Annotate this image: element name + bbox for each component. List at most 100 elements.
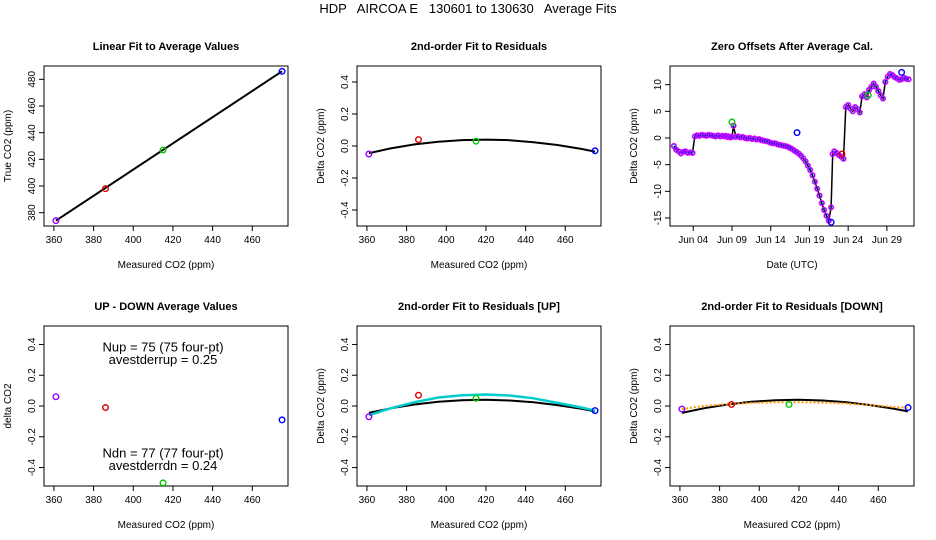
- x-tick-label: 380: [85, 495, 102, 506]
- series-point-blue: [814, 186, 820, 191]
- data-point: [904, 404, 912, 412]
- y-axis-label: Delta CO2 (ppm): [316, 368, 327, 444]
- series-point-blue: [883, 79, 888, 85]
- x-axis-label: Measured CO2 (ppm): [118, 260, 215, 271]
- x-tick-label: 380: [398, 235, 415, 246]
- data-point: [591, 147, 599, 155]
- y-tick-label: 0.0: [340, 399, 351, 413]
- series-point-blue: [828, 205, 834, 210]
- panel-title: UP - DOWN Average Values: [94, 301, 237, 313]
- series-point-magenta: [811, 178, 818, 185]
- series-point-magenta: [882, 78, 889, 86]
- data-layer: [52, 393, 286, 486]
- x-tick-label: 460: [244, 235, 261, 246]
- series-point-magenta: [879, 95, 887, 102]
- series-point-blue: [850, 109, 856, 114]
- x-tick-label: 400: [125, 235, 142, 246]
- y-tick-label: 0.2: [653, 368, 664, 382]
- data-point: [727, 400, 735, 408]
- y-tick-label: -0.4: [340, 458, 351, 476]
- data-point: [728, 118, 736, 126]
- data-point: [793, 129, 801, 137]
- x-tick-label: 400: [751, 495, 768, 506]
- panel-title: 2nd-order Fit to Residuals [UP]: [398, 301, 560, 313]
- series-point-magenta: [807, 166, 814, 174]
- y-tick-label: 0: [653, 135, 664, 141]
- annotation-ndn: Ndn = 77 (77 four-pt): [103, 446, 224, 461]
- data-point: [785, 400, 793, 408]
- y-tick-label: 0.2: [340, 107, 351, 121]
- data-layer: [365, 136, 599, 158]
- x-tick-label: 380: [398, 495, 415, 506]
- series-point-blue: [873, 84, 879, 89]
- panel-p2: 2nd-order Fit to Residuals 360 380 400 420 44…: [316, 41, 602, 271]
- data-point: [365, 413, 373, 421]
- annotation-avestderrdn: avestderrdn = 0.24: [109, 458, 218, 473]
- x-tick-label: 420: [165, 495, 182, 506]
- y-tick-label: -0.2: [340, 169, 351, 187]
- series-point-blue: [819, 200, 825, 206]
- series-point-blue: [880, 96, 886, 101]
- y-tick-label: 0.0: [653, 399, 664, 413]
- series-point-blue: [876, 88, 881, 94]
- y-tick-label: 400: [27, 177, 38, 194]
- data-point: [159, 146, 167, 154]
- series-point-magenta: [687, 149, 694, 156]
- series-point-blue: [808, 167, 813, 173]
- y-tick-label: -10: [653, 184, 664, 199]
- series-point-blue: [690, 150, 695, 156]
- data-point: [898, 68, 906, 76]
- x-tick-label: 420: [478, 235, 495, 246]
- y-tick-label: 420: [27, 151, 38, 168]
- y-tick-label: 0.4: [340, 75, 351, 89]
- panel-p1: Linear Fit to Average Values 360 380 400 420…: [3, 41, 289, 271]
- data-point: [278, 67, 286, 75]
- x-tick-label: Jun 24: [833, 235, 863, 246]
- y-tick-label: 5: [653, 108, 664, 114]
- x-axis-label: Date (UTC): [766, 260, 817, 271]
- series-point-magenta: [730, 122, 737, 129]
- series-point-magenta: [816, 192, 823, 199]
- x-tick-label: 380: [711, 495, 728, 506]
- y-tick-label: -0.4: [653, 458, 664, 476]
- x-tick-label: 460: [870, 495, 887, 506]
- series-point-blue: [857, 110, 862, 115]
- series-point-magenta: [856, 109, 863, 116]
- y-axis-label: Delta CO2 (ppm): [316, 108, 327, 184]
- data-point: [278, 416, 286, 424]
- y-tick-label: -0.4: [340, 201, 351, 219]
- series-point-magenta: [814, 185, 821, 192]
- panel-title: 2nd-order Fit to Residuals [DOWN]: [701, 301, 883, 313]
- x-tick-label: 380: [85, 235, 102, 246]
- series-point-magenta: [728, 133, 736, 141]
- data-layer: [670, 68, 912, 226]
- y-tick-label: 380: [27, 204, 38, 221]
- y-tick-label: -0.2: [27, 428, 38, 446]
- data-layer: [678, 398, 912, 414]
- y-axis-label: True CO2 (ppm): [3, 110, 14, 182]
- x-tick-label: 420: [478, 495, 495, 506]
- x-tick-label: 440: [517, 235, 534, 246]
- fit-line: [55, 70, 283, 222]
- x-tick-label: 440: [517, 495, 534, 506]
- series-point-blue: [824, 213, 829, 219]
- y-tick-label: -0.2: [653, 428, 664, 446]
- x-tick-label: 360: [359, 235, 376, 246]
- panel-p6: 2nd-order Fit to Residuals [DOWN] 360 380 4…: [629, 301, 915, 531]
- x-tick-label: 400: [125, 495, 142, 506]
- y-tick-label: 440: [27, 124, 38, 141]
- series-point-blue: [906, 77, 911, 82]
- y-tick-label: -0.4: [27, 458, 38, 476]
- panel-title: Linear Fit to Average Values: [93, 41, 240, 53]
- x-tick-label: 440: [204, 495, 221, 506]
- x-axis-label: Measured CO2 (ppm): [744, 520, 841, 531]
- x-tick-label: 420: [791, 495, 808, 506]
- x-axis-label: Measured CO2 (ppm): [431, 260, 528, 271]
- data-point: [414, 136, 422, 144]
- data-point: [838, 150, 846, 158]
- panel-p3: Zero Offsets After Average Cal. Jun 04 Jun…: [629, 41, 915, 271]
- x-tick-label: 460: [557, 495, 574, 506]
- fit-line: [681, 401, 909, 411]
- fit-line: [368, 393, 596, 417]
- x-tick-label: Jun 14: [756, 235, 786, 246]
